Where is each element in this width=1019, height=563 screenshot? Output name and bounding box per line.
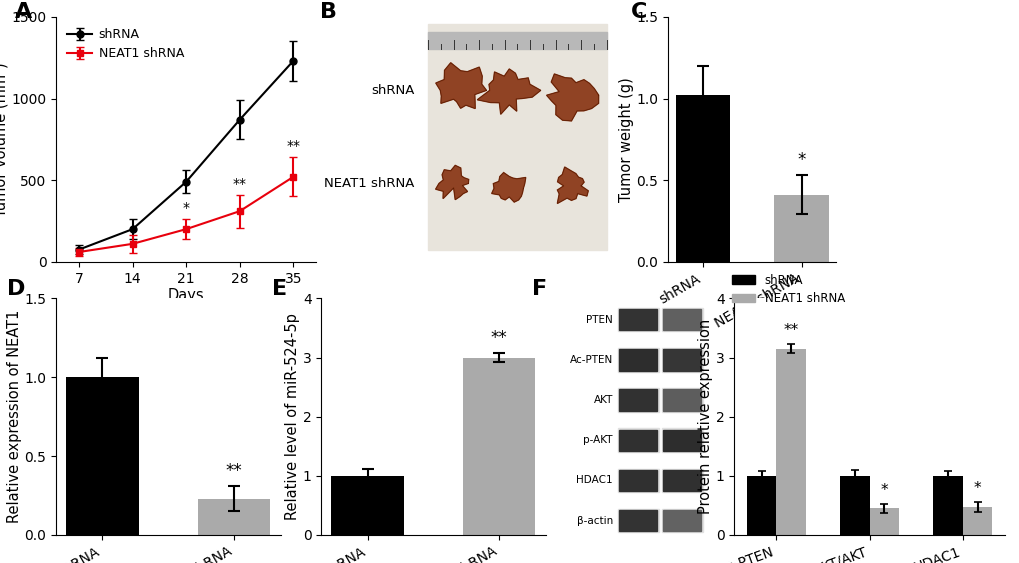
- Text: *: *: [797, 151, 805, 169]
- Bar: [868, 508, 899, 535]
- Bar: [773, 195, 828, 262]
- Y-axis label: Relative level of miR-524-5p: Relative level of miR-524-5p: [284, 313, 300, 520]
- Polygon shape: [556, 167, 588, 203]
- Text: **: **: [286, 139, 300, 153]
- Text: Ac-PTEN: Ac-PTEN: [569, 355, 612, 365]
- Bar: [775, 348, 805, 535]
- Bar: [662, 390, 701, 411]
- Text: PTEN: PTEN: [586, 315, 612, 325]
- Bar: [619, 510, 656, 531]
- Bar: [616, 428, 658, 452]
- Text: AKT: AKT: [593, 395, 612, 405]
- Text: p-AKT: p-AKT: [583, 435, 612, 445]
- Polygon shape: [435, 62, 486, 109]
- Text: **: **: [490, 329, 507, 347]
- Text: *: *: [879, 482, 888, 498]
- Bar: [662, 309, 701, 330]
- Bar: [661, 308, 702, 332]
- Y-axis label: Relative expression of NEAT1: Relative expression of NEAT1: [6, 310, 21, 523]
- Bar: [932, 476, 962, 535]
- Text: *: *: [182, 201, 190, 215]
- Bar: [198, 499, 270, 535]
- Bar: [661, 428, 702, 452]
- Bar: [331, 476, 404, 535]
- Text: NEAT1 shRNA: NEAT1 shRNA: [324, 177, 415, 190]
- Text: HDAC1: HDAC1: [576, 476, 612, 485]
- Legend: shRNA, NEAT1 shRNA: shRNA, NEAT1 shRNA: [62, 23, 189, 65]
- Bar: [662, 470, 701, 491]
- Bar: [619, 390, 656, 411]
- Bar: [428, 24, 606, 249]
- Bar: [661, 388, 702, 412]
- Bar: [616, 348, 658, 372]
- Bar: [839, 476, 868, 535]
- Y-axis label: Tumor volume (mm³): Tumor volume (mm³): [0, 62, 8, 217]
- Bar: [746, 476, 775, 535]
- Bar: [962, 507, 991, 535]
- Text: **: **: [232, 177, 247, 191]
- Text: F: F: [532, 279, 547, 300]
- Bar: [616, 388, 658, 412]
- Text: shRNA: shRNA: [371, 84, 415, 97]
- Text: **: **: [783, 323, 798, 338]
- Bar: [619, 309, 656, 330]
- Bar: [676, 95, 730, 262]
- Polygon shape: [546, 74, 598, 121]
- Bar: [66, 377, 139, 535]
- Bar: [619, 349, 656, 370]
- Text: β-actin: β-actin: [576, 516, 612, 526]
- Polygon shape: [491, 173, 525, 202]
- Text: E: E: [272, 279, 286, 300]
- Y-axis label: Protein relative expression: Protein relative expression: [697, 319, 712, 514]
- Polygon shape: [435, 166, 469, 200]
- Y-axis label: Tumor weight (g): Tumor weight (g): [618, 77, 633, 202]
- Bar: [428, 32, 606, 49]
- X-axis label: Days: Days: [168, 288, 204, 303]
- Bar: [616, 468, 658, 492]
- Legend: shRNA, NEAT1 shRNA: shRNA, NEAT1 shRNA: [727, 269, 849, 310]
- Polygon shape: [477, 69, 540, 114]
- Bar: [661, 509, 702, 533]
- Bar: [661, 348, 702, 372]
- Bar: [662, 349, 701, 370]
- Text: A: A: [14, 2, 32, 22]
- Bar: [619, 430, 656, 451]
- Bar: [662, 430, 701, 451]
- Text: D: D: [7, 279, 25, 300]
- Text: B: B: [320, 2, 336, 22]
- Text: *: *: [973, 481, 980, 496]
- Bar: [619, 470, 656, 491]
- Text: C: C: [631, 2, 647, 22]
- Bar: [616, 509, 658, 533]
- Bar: [616, 308, 658, 332]
- Text: **: **: [225, 462, 243, 480]
- Bar: [662, 510, 701, 531]
- Bar: [463, 358, 535, 535]
- Bar: [661, 468, 702, 492]
